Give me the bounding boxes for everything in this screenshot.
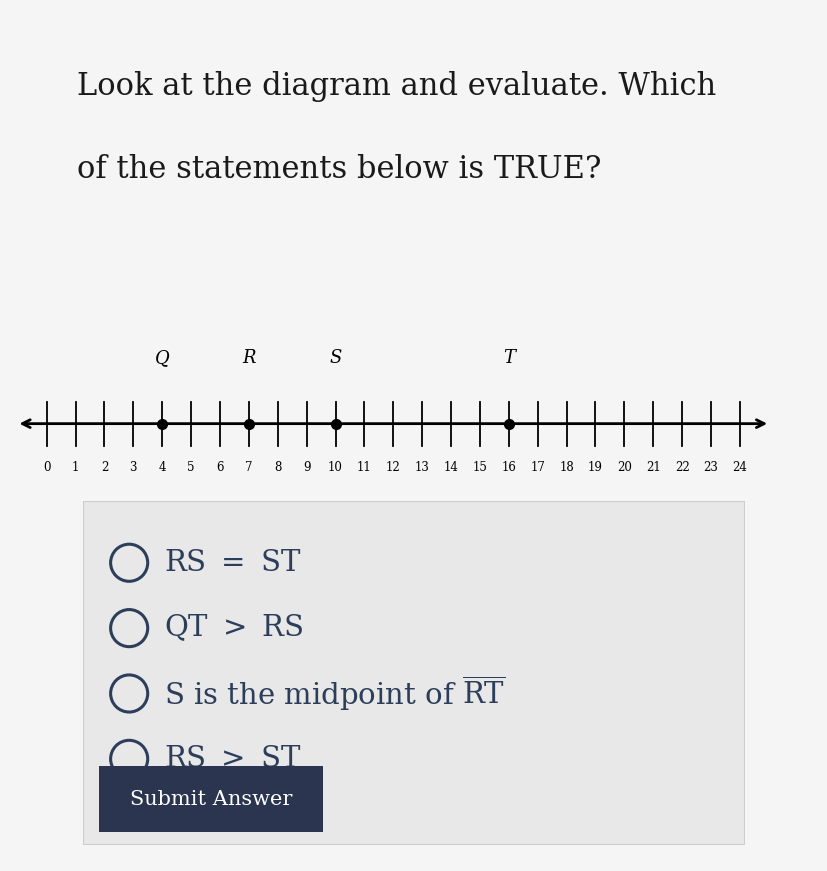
Text: 13: 13 (414, 462, 429, 475)
FancyBboxPatch shape (83, 501, 744, 845)
Text: 1: 1 (72, 462, 79, 475)
Text: RS $=$ ST: RS $=$ ST (164, 549, 301, 577)
Text: 20: 20 (616, 462, 631, 475)
Text: 5: 5 (187, 462, 194, 475)
Text: 7: 7 (245, 462, 252, 475)
Text: 6: 6 (216, 462, 223, 475)
Text: 18: 18 (558, 462, 573, 475)
Text: of the statements below is TRUE?: of the statements below is TRUE? (77, 153, 600, 185)
Text: 10: 10 (327, 462, 342, 475)
FancyBboxPatch shape (81, 761, 341, 837)
Text: 0: 0 (43, 462, 50, 475)
Text: 15: 15 (472, 462, 487, 475)
Text: 19: 19 (587, 462, 602, 475)
Text: 2: 2 (101, 462, 108, 475)
Text: 3: 3 (130, 462, 137, 475)
Text: 9: 9 (303, 462, 310, 475)
Text: S: S (329, 349, 342, 368)
Text: 16: 16 (501, 462, 516, 475)
Text: 23: 23 (703, 462, 718, 475)
Text: R: R (241, 349, 256, 368)
Text: 17: 17 (529, 462, 544, 475)
Text: Q: Q (155, 349, 170, 368)
Text: 14: 14 (443, 462, 458, 475)
Text: 12: 12 (385, 462, 400, 475)
Text: Submit Answer: Submit Answer (130, 790, 292, 808)
Text: Look at the diagram and evaluate. Which: Look at the diagram and evaluate. Which (77, 71, 715, 102)
Text: 8: 8 (274, 462, 281, 475)
Text: 22: 22 (674, 462, 689, 475)
Text: 4: 4 (158, 462, 165, 475)
Text: 21: 21 (645, 462, 660, 475)
Text: S is the midpoint of $\overline{\mathregular{RT}}$: S is the midpoint of $\overline{\mathreg… (164, 674, 505, 713)
Text: 11: 11 (356, 462, 371, 475)
Text: T: T (502, 349, 514, 368)
Text: QT $>$ RS: QT $>$ RS (164, 613, 304, 644)
Text: RS $>$ ST: RS $>$ ST (164, 745, 301, 773)
Text: 24: 24 (732, 462, 747, 475)
